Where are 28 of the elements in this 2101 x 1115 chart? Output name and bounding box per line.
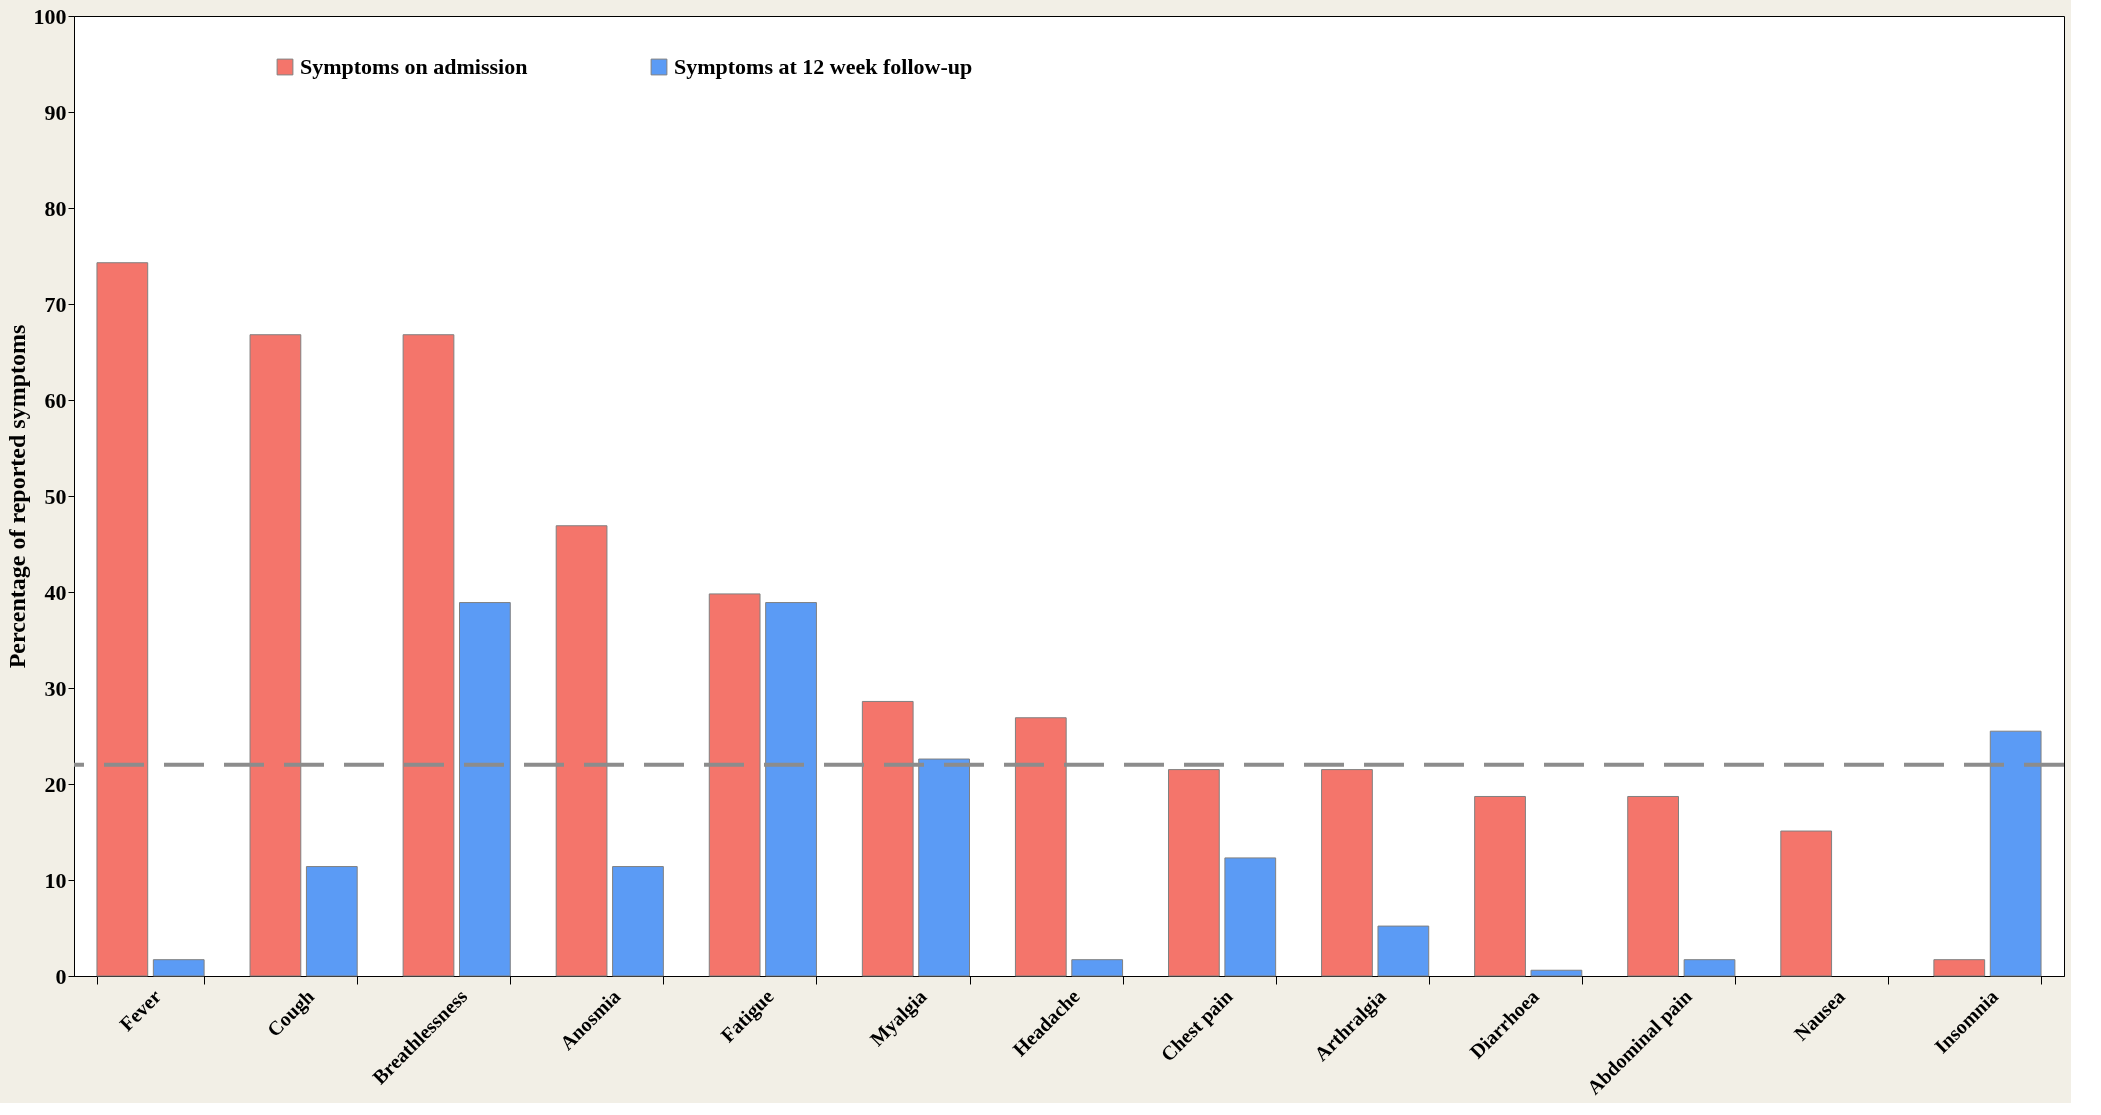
bar — [1071, 959, 1124, 977]
legend-label: Symptoms at 12 week follow-up — [674, 54, 973, 79]
bar — [1780, 830, 1833, 977]
y-tick-label: 60 — [44, 387, 67, 413]
bar — [152, 959, 205, 977]
bar — [1683, 959, 1736, 977]
y-tick-label: 70 — [44, 291, 67, 317]
bar — [305, 866, 358, 977]
y-tick-label: 50 — [44, 483, 67, 509]
bar — [1474, 795, 1526, 977]
legend-label: Symptoms on admission — [300, 54, 528, 79]
y-tick-label: 0 — [55, 963, 67, 989]
y-tick-label: 20 — [44, 771, 67, 797]
bar — [1224, 857, 1277, 977]
bar — [1321, 769, 1373, 977]
y-tick-label: 100 — [33, 3, 67, 29]
y-tick-label: 80 — [44, 195, 67, 221]
bar — [1530, 969, 1583, 977]
y-tick-label: 30 — [44, 675, 67, 701]
y-tick-label: 40 — [44, 579, 67, 605]
y-tick-label: 90 — [44, 99, 67, 125]
bar — [1377, 925, 1430, 977]
bar — [1168, 769, 1220, 977]
y-axis-title: Percentage of reported symptoms — [3, 324, 30, 669]
y-tick-label: 10 — [44, 867, 67, 893]
bar — [1627, 795, 1679, 977]
bar — [612, 866, 664, 977]
bar — [1933, 959, 1986, 977]
